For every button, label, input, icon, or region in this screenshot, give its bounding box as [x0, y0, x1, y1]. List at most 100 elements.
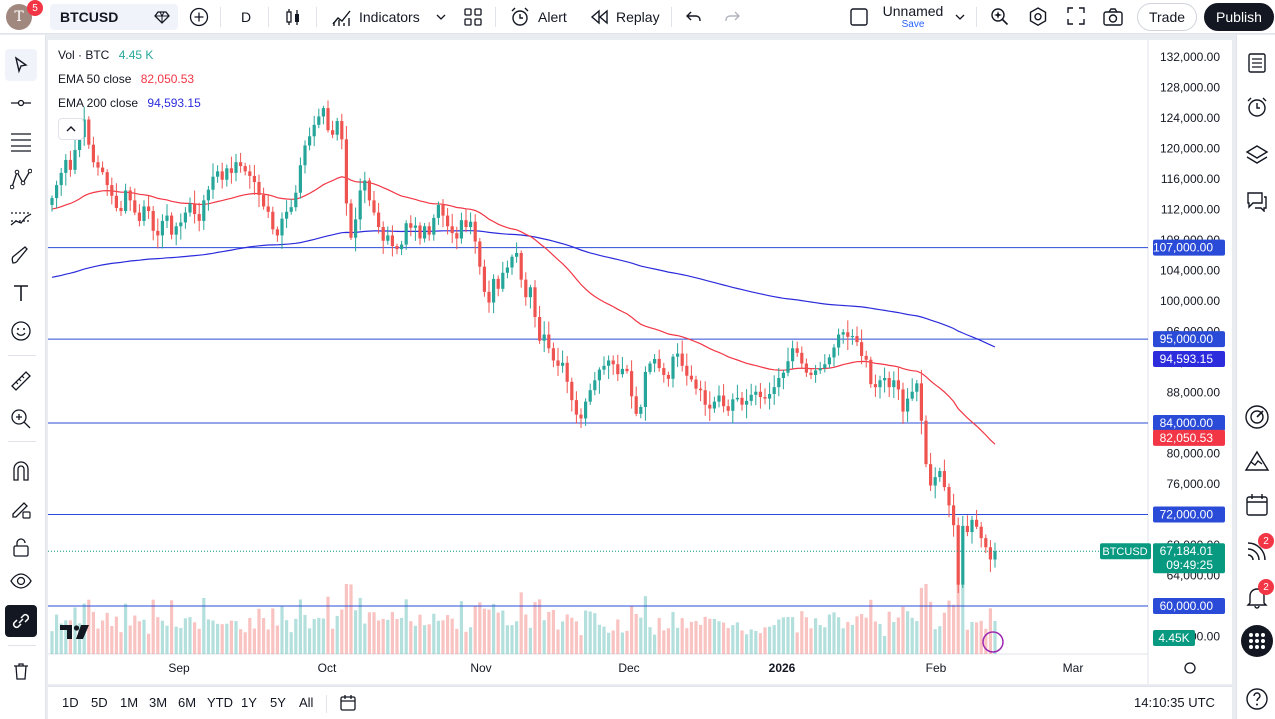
candle-body	[556, 360, 560, 366]
measure-tool[interactable]	[5, 365, 37, 397]
hide-drawings-tool[interactable]	[5, 565, 37, 597]
candle-body	[938, 471, 942, 478]
settings-gear-icon[interactable]	[1027, 6, 1049, 28]
layout-icon[interactable]	[849, 7, 869, 27]
volume-bar	[501, 610, 505, 654]
candle-body	[777, 378, 781, 388]
candle-body	[873, 384, 877, 388]
symbol-search[interactable]: BTCUSD	[50, 4, 178, 30]
lock-drawings-tool[interactable]	[5, 531, 37, 563]
volume-tag: 4.45K	[1158, 631, 1189, 645]
range-all[interactable]: All	[299, 695, 314, 710]
interval-button[interactable]: D	[241, 9, 252, 25]
volume-bar	[850, 624, 854, 654]
date-range-icon[interactable]	[338, 693, 358, 713]
candle-body	[151, 211, 155, 231]
volume-bar	[257, 608, 261, 654]
stay-in-drawing-tool[interactable]	[5, 493, 37, 525]
chevron-down-icon[interactable]	[955, 12, 965, 22]
zoom-tool[interactable]	[5, 403, 37, 435]
candle-body	[170, 215, 174, 235]
remove-drawings-tool[interactable]	[5, 655, 37, 687]
volume-bar	[593, 613, 597, 654]
axis-settings-icon[interactable]	[1184, 662, 1196, 674]
calendar-button[interactable]	[1241, 489, 1273, 521]
layout-name-button[interactable]: Unnamed Save	[879, 3, 947, 30]
add-symbol-icon[interactable]	[189, 7, 209, 27]
prediction-tool[interactable]	[5, 201, 37, 233]
candle-body	[188, 203, 192, 213]
link-tool[interactable]	[5, 605, 37, 637]
undo-icon[interactable]	[685, 8, 703, 26]
range-1m[interactable]: 1M	[120, 695, 139, 710]
data-window-button[interactable]	[1241, 139, 1273, 171]
indicators-button[interactable]: Indicators	[331, 0, 420, 34]
tool-divider	[8, 645, 36, 646]
trend-line-tool[interactable]	[5, 87, 37, 119]
price-chart[interactable]: 132,000.00 128,000.00 124,000.00 120,000.00…	[48, 40, 1232, 684]
trade-button[interactable]: Trade	[1137, 3, 1197, 31]
candle-body	[740, 397, 744, 405]
magnet-tool[interactable]	[5, 455, 37, 487]
brush-tool[interactable]	[5, 239, 37, 271]
cursor-tool[interactable]	[5, 49, 37, 81]
news-feed-button[interactable]	[1241, 535, 1273, 567]
candle-body	[423, 226, 427, 239]
redo-icon[interactable]	[723, 8, 741, 26]
time-axis-label: Dec	[618, 661, 639, 675]
ideas-button[interactable]	[1241, 445, 1273, 477]
link-icon	[12, 613, 30, 629]
camera-icon[interactable]	[1102, 6, 1124, 28]
alert-button[interactable]: Alert	[509, 0, 567, 34]
volume-legend[interactable]: Vol · BTC 4.45 K	[58, 48, 153, 62]
range-1d[interactable]: 1D	[62, 695, 79, 710]
pattern-tool[interactable]	[5, 163, 37, 195]
candle-body	[312, 124, 316, 137]
ema50-legend[interactable]: EMA 50 close 82,050.53	[58, 72, 194, 86]
candles-style-icon[interactable]	[283, 7, 303, 27]
price-tick-label: 76,000.00	[1167, 477, 1221, 491]
chart-pane[interactable]: 132,000.00 128,000.00 124,000.00 120,000.00…	[48, 40, 1232, 684]
technicals-button[interactable]	[1241, 401, 1273, 433]
candle-body	[961, 525, 965, 585]
candle-body	[758, 391, 762, 398]
watchlist-button[interactable]	[1241, 47, 1273, 79]
volume-bar	[841, 628, 845, 654]
candle-body	[492, 278, 496, 303]
ema200-legend[interactable]: EMA 200 close 94,593.15	[58, 96, 201, 110]
volume-bar	[657, 617, 661, 654]
fib-tool[interactable]	[5, 125, 37, 157]
range-1y[interactable]: 1Y	[241, 695, 257, 710]
range-ytd[interactable]: YTD	[207, 695, 233, 710]
volume-bar	[441, 620, 445, 654]
quick-search-icon[interactable]	[989, 6, 1011, 28]
candle-body	[942, 471, 946, 488]
alerts-clock-button[interactable]	[1241, 91, 1273, 123]
trash-icon	[14, 663, 28, 680]
range-5d[interactable]: 5D	[91, 695, 108, 710]
emoji-tool[interactable]	[5, 315, 37, 347]
replay-button[interactable]: Replay	[590, 0, 660, 34]
range-6m[interactable]: 6M	[178, 695, 197, 710]
volume-bar	[694, 621, 698, 654]
text-tool[interactable]	[5, 277, 37, 309]
volume-bar	[170, 600, 174, 654]
tradingview-logo[interactable]	[60, 624, 92, 645]
templates-icon[interactable]	[463, 7, 483, 27]
candle-body	[611, 360, 615, 365]
fullscreen-icon[interactable]	[1066, 6, 1086, 26]
collapse-legend-button[interactable]	[58, 118, 84, 140]
utc-clock[interactable]: 14:10:35 UTC	[1134, 695, 1215, 710]
publish-button[interactable]: Publish	[1204, 3, 1274, 31]
chevron-down-icon[interactable]	[436, 12, 446, 22]
candle-body	[354, 219, 358, 238]
candle-body	[524, 279, 528, 298]
ema200-legend-label: EMA 200 close	[58, 96, 139, 110]
volume-bar	[772, 625, 776, 654]
help-button[interactable]	[1241, 683, 1273, 715]
chats-button[interactable]	[1241, 185, 1273, 217]
products-menu-button[interactable]	[1241, 625, 1273, 657]
range-3m[interactable]: 3M	[149, 695, 168, 710]
assistant-icon	[982, 631, 1004, 653]
range-5y[interactable]: 5Y	[270, 695, 286, 710]
